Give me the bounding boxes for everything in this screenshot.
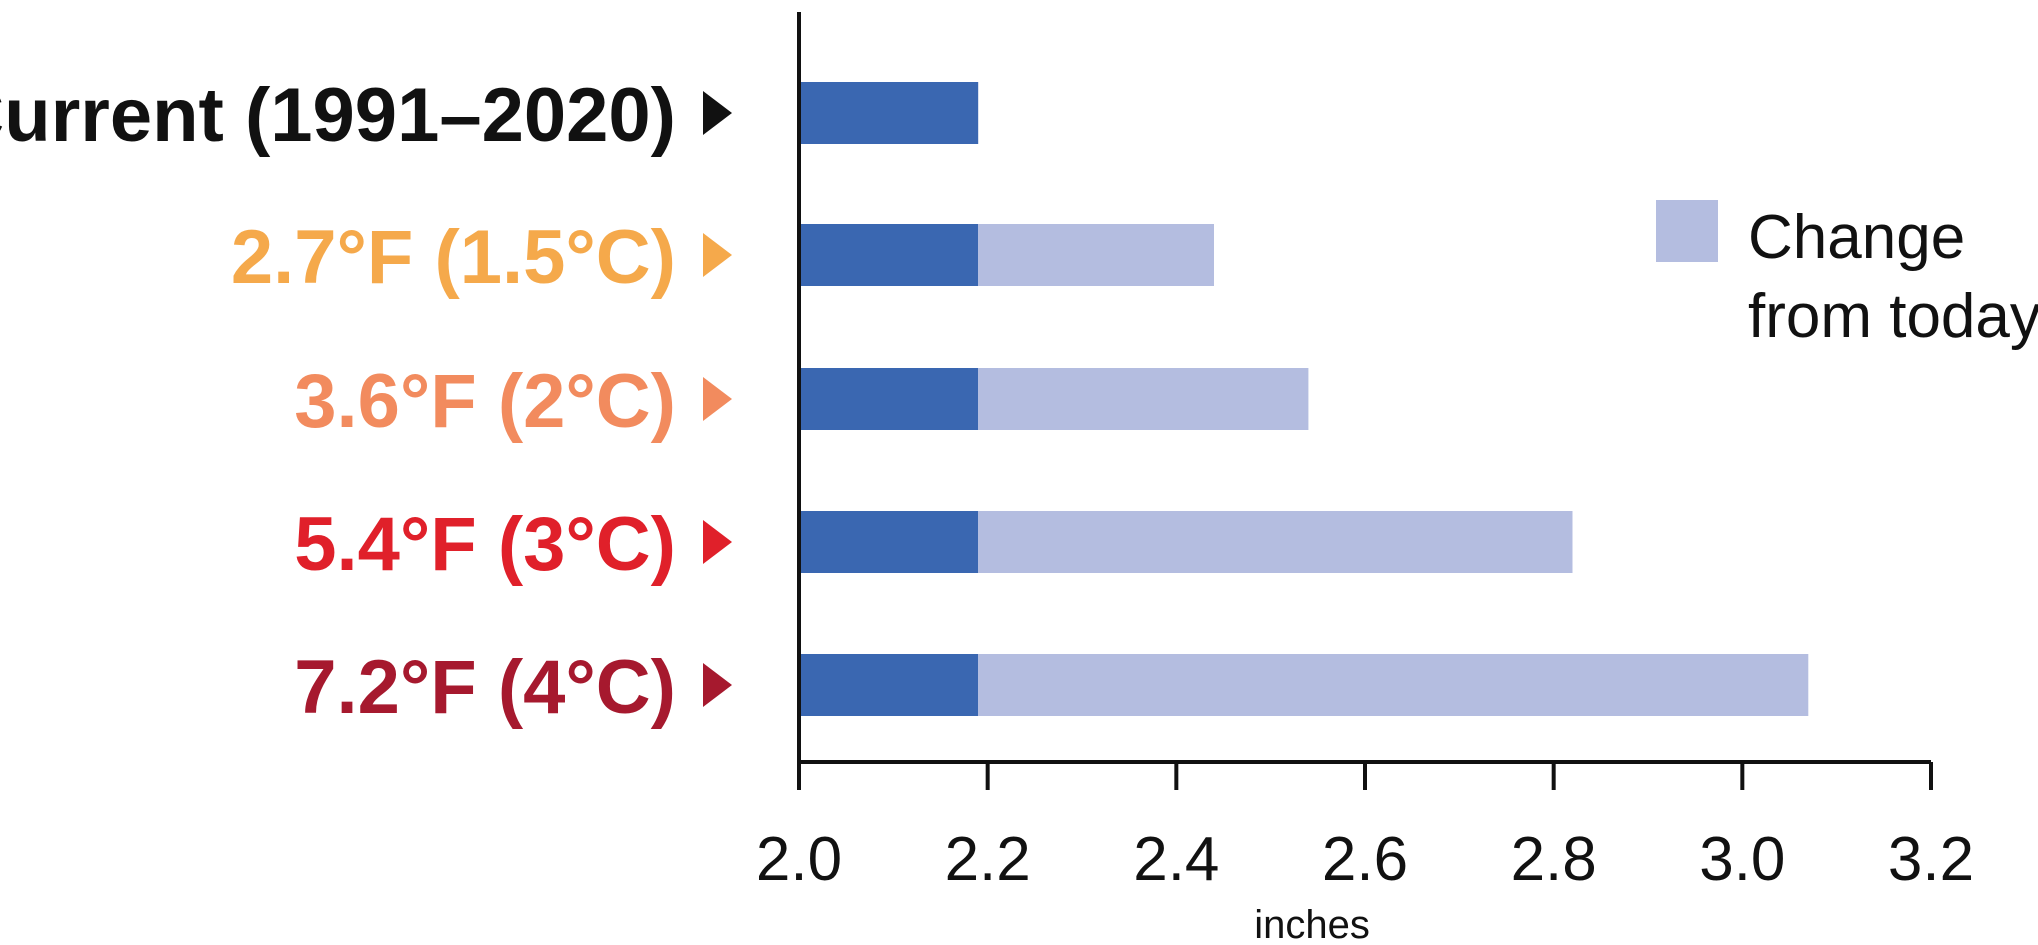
x-tick-label: 2.8 xyxy=(1511,825,1597,894)
bar-current-segment xyxy=(799,224,979,286)
category-label: 5.4°F (3°C) xyxy=(294,502,676,587)
bar-current-segment xyxy=(799,511,979,573)
category-arrow-icon xyxy=(703,91,732,135)
category-arrow-icon xyxy=(703,377,732,421)
category-label: 7.2°F (4°C) xyxy=(294,645,676,730)
category-label: 2.7°F (1.5°C) xyxy=(231,215,676,300)
bar-change-segment xyxy=(978,224,1214,286)
category-arrow-icon xyxy=(703,233,732,277)
category-label: 3.6°F (2°C) xyxy=(294,359,676,444)
x-ticks: 2.0 2.2 2.4 2.6 2.8 3.0 3.2 xyxy=(756,762,1974,894)
bar-change-segment xyxy=(978,654,1809,716)
x-tick-label: 2.4 xyxy=(1133,825,1219,894)
bar-current-segment xyxy=(799,654,979,716)
category-label: Current (1991–2020) xyxy=(0,73,676,158)
bars xyxy=(799,82,1809,716)
x-tick-label: 2.6 xyxy=(1322,825,1408,894)
category-arrow-icon xyxy=(703,520,732,564)
legend-label-line-1: Change xyxy=(1748,203,1965,272)
bar-change-segment xyxy=(978,368,1309,430)
category-labels: Current (1991–2020) 2.7°F (1.5°C) 3.6°F (2… xyxy=(0,73,732,730)
x-tick-label: 3.2 xyxy=(1888,825,1974,894)
x-tick-label: 2.0 xyxy=(756,825,842,894)
x-axis-title: inches xyxy=(1254,903,1370,945)
legend-label-line-2: from today xyxy=(1748,282,2038,351)
x-tick-label: 2.2 xyxy=(945,825,1031,894)
x-tick-label: 3.0 xyxy=(1699,825,1785,894)
legend: Change from today xyxy=(1656,200,2038,351)
bar-change-segment xyxy=(978,511,1573,573)
legend-swatch xyxy=(1656,200,1718,262)
category-arrow-icon xyxy=(703,663,732,707)
bar-current-segment xyxy=(799,368,979,430)
bar-current-segment xyxy=(799,82,979,144)
